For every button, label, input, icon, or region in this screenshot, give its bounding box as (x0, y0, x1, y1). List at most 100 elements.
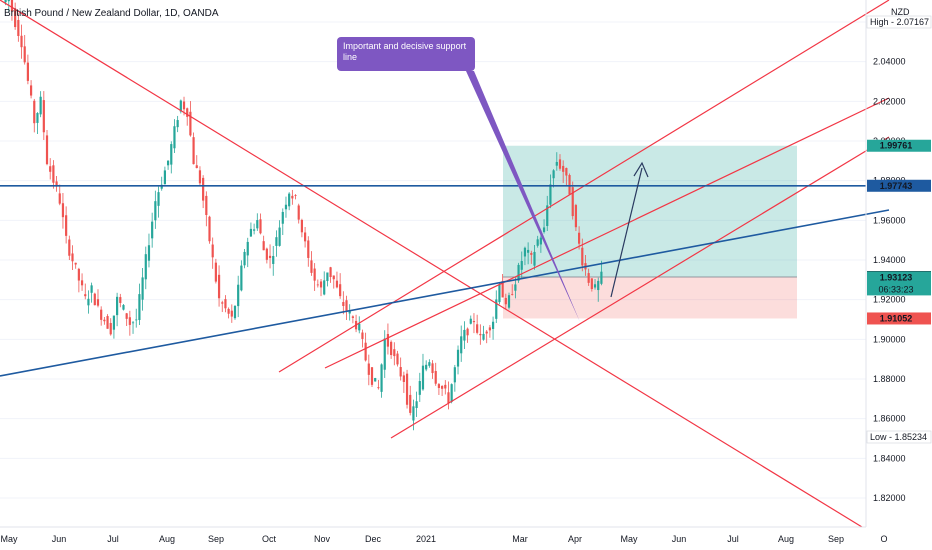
candle-body-4 (17, 19, 20, 36)
candle-body-37 (122, 305, 125, 310)
candle-body-162 (520, 261, 523, 270)
candle-body-90 (291, 195, 294, 199)
position-box[interactable] (503, 145, 797, 319)
candle-body-95 (307, 240, 310, 258)
candle-body-0 (4, 0, 7, 3)
candle-body-80 (259, 219, 262, 234)
time-tick-label-0: May (0, 534, 18, 544)
candle-body-86 (278, 227, 281, 246)
candle-body-127 (409, 394, 412, 413)
candle-body-22 (74, 262, 77, 265)
candle-body-101 (326, 272, 329, 282)
candle-body-151 (485, 331, 488, 334)
annotation-callout[interactable]: Important and decisive support line (337, 37, 475, 71)
candle-body-154 (495, 299, 498, 319)
candle-body-172 (552, 170, 555, 179)
candle-body-179 (574, 205, 578, 228)
time-tick-label-5: Oct (262, 534, 277, 544)
candle-body-107 (345, 300, 348, 311)
price-tick-label-2: 2.04000 (873, 57, 906, 67)
price-tick-label-12: 1.84000 (873, 453, 906, 463)
time-tick-label-4: Sep (208, 534, 224, 544)
candle-body-137 (440, 386, 444, 389)
candle-body-88 (284, 204, 288, 210)
time-tick-label-2: Jul (107, 534, 119, 544)
high-tag-text: High - 2.07167 (870, 17, 929, 27)
candle-body-169 (542, 227, 546, 232)
candle-body-60 (195, 165, 198, 169)
channel-line-lower (390, 136, 890, 439)
candle-body-153 (491, 321, 495, 329)
time-tick-label-10: Apr (568, 534, 582, 544)
candle-body-42 (138, 294, 141, 320)
candle-body-158 (507, 295, 511, 308)
candle-body-10 (36, 113, 39, 123)
candle-body-138 (444, 384, 447, 389)
candle-body-129 (415, 401, 418, 409)
candle-body-65 (211, 244, 214, 258)
candle-body-161 (517, 264, 520, 281)
candle-body-135 (434, 370, 437, 384)
candle-body-2 (10, 0, 14, 12)
candle-body-184 (590, 278, 593, 290)
candle-body-134 (431, 363, 434, 374)
candle-body-98 (316, 284, 319, 286)
candle-body-89 (288, 193, 291, 207)
candle-body-30 (100, 309, 103, 320)
candle-body-143 (460, 336, 463, 354)
candle-body-140 (450, 384, 453, 402)
candle-body-51 (166, 160, 170, 166)
candle-body-79 (256, 220, 259, 229)
price-axis[interactable]: 2.080002.060002.040002.020002.000001.980… (865, 0, 932, 527)
candle-body-144 (463, 329, 466, 341)
candle-body-71 (230, 310, 233, 317)
candle-body-130 (418, 381, 421, 395)
price-label-bg-3 (867, 271, 931, 296)
candle-body-109 (351, 316, 354, 318)
candle-body-58 (189, 111, 192, 136)
time-axis[interactable]: May Jun Jul Aug Sep Oct Nov Dec 2021 Mar Apr May Jun… (0, 526, 888, 544)
candle-body-31 (103, 319, 106, 322)
candle-body-64 (208, 216, 211, 242)
candle-body-81 (262, 241, 265, 251)
candle-body-139 (447, 392, 450, 404)
candle-body-157 (504, 297, 507, 305)
candle-body-25 (84, 294, 87, 297)
candle-body-131 (421, 365, 425, 390)
candle-body-52 (170, 144, 173, 165)
candle-body-150 (482, 333, 485, 340)
drawings[interactable] (0, 0, 890, 528)
candle-body-21 (71, 253, 74, 262)
candle-body-171 (549, 184, 552, 205)
candle-body-74 (240, 265, 243, 291)
price-label-bg-1 (867, 179, 931, 192)
candle-body-16 (55, 181, 58, 187)
candle-body-59 (192, 137, 195, 165)
candle-body-11 (39, 96, 42, 115)
price-tick-label-7: 1.94000 (873, 255, 906, 265)
candle-body-7 (26, 62, 29, 81)
candle-body-121 (390, 341, 393, 356)
candle-body-96 (310, 260, 313, 273)
candle-body-18 (61, 203, 65, 218)
candle-body-29 (96, 299, 100, 306)
candle-body-15 (52, 165, 55, 183)
candles (4, 0, 603, 431)
candle-body-105 (339, 284, 342, 297)
candle-body-181 (581, 247, 584, 266)
candle-body-104 (335, 280, 339, 288)
callout-pointer (466, 71, 580, 322)
candle-body-99 (319, 281, 323, 288)
candle-body-173 (555, 161, 558, 166)
candle-body-17 (58, 193, 61, 204)
candle-body-97 (313, 268, 316, 281)
candle-body-126 (405, 373, 409, 405)
candle-body-87 (281, 211, 284, 224)
candle-body-34 (112, 315, 116, 330)
time-tick-label-6: Nov (314, 534, 331, 544)
candle-body-23 (77, 268, 80, 281)
price-tick-label-3: 2.02000 (873, 96, 906, 106)
candle-body-185 (593, 284, 597, 288)
candle-body-132 (425, 364, 428, 370)
candle-body-149 (479, 333, 482, 336)
